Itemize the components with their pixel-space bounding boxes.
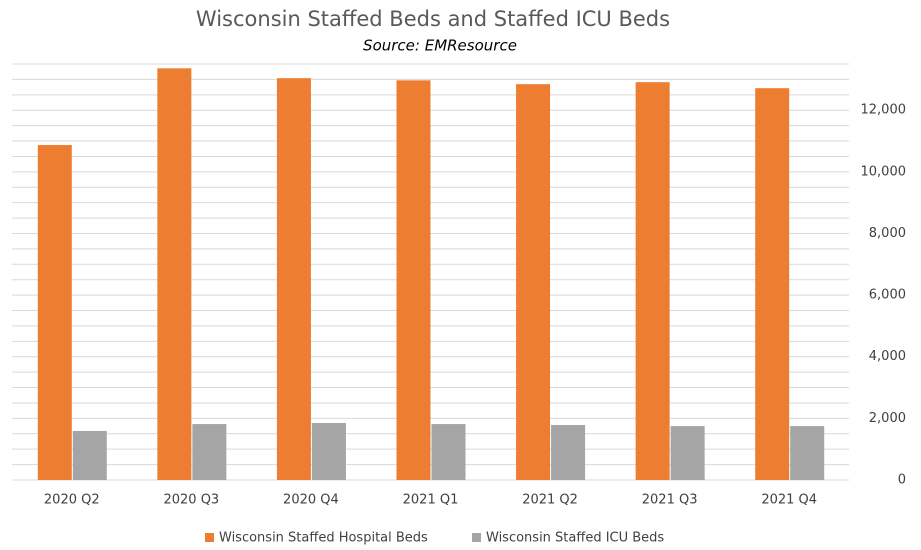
bar: [551, 424, 586, 480]
bar: [396, 80, 431, 480]
x-tick-label: 2021 Q1: [403, 493, 459, 508]
x-tick-label: 2021 Q3: [642, 493, 698, 508]
y-tick-label: 2,000: [869, 411, 906, 426]
legend-label: Wisconsin Staffed Hospital Beds: [219, 531, 428, 546]
bar: [192, 424, 227, 480]
legend-label: Wisconsin Staffed ICU Beds: [486, 531, 664, 546]
y-tick-label: 12,000: [861, 103, 907, 118]
legend-swatch: [472, 533, 481, 542]
chart-title: Wisconsin Staffed Beds and Staffed ICU B…: [196, 7, 670, 31]
bar: [311, 422, 346, 480]
bar: [276, 78, 311, 481]
bar: [431, 424, 466, 480]
bar: [37, 145, 72, 480]
bar: [516, 84, 551, 480]
bar: [790, 426, 825, 480]
bar: [72, 431, 107, 480]
y-tick-label: 10,000: [861, 164, 907, 179]
x-tick-label: 2020 Q3: [163, 493, 219, 508]
x-tick-label: 2020 Q4: [283, 493, 339, 508]
bar: [670, 426, 705, 480]
x-tick-label: 2020 Q2: [44, 493, 100, 508]
bar: [635, 82, 670, 481]
chart-subtitle: Source: EMResource: [363, 37, 517, 55]
y-tick-label: 8,000: [869, 226, 906, 241]
y-tick-label: 0: [898, 473, 906, 488]
bar: [755, 88, 790, 480]
bar: [157, 68, 192, 480]
legend-swatch: [205, 533, 214, 542]
y-tick-label: 6,000: [869, 288, 906, 303]
x-tick-label: 2021 Q2: [522, 493, 578, 508]
x-tick-label: 2021 Q4: [761, 493, 817, 508]
y-tick-label: 4,000: [869, 349, 906, 364]
